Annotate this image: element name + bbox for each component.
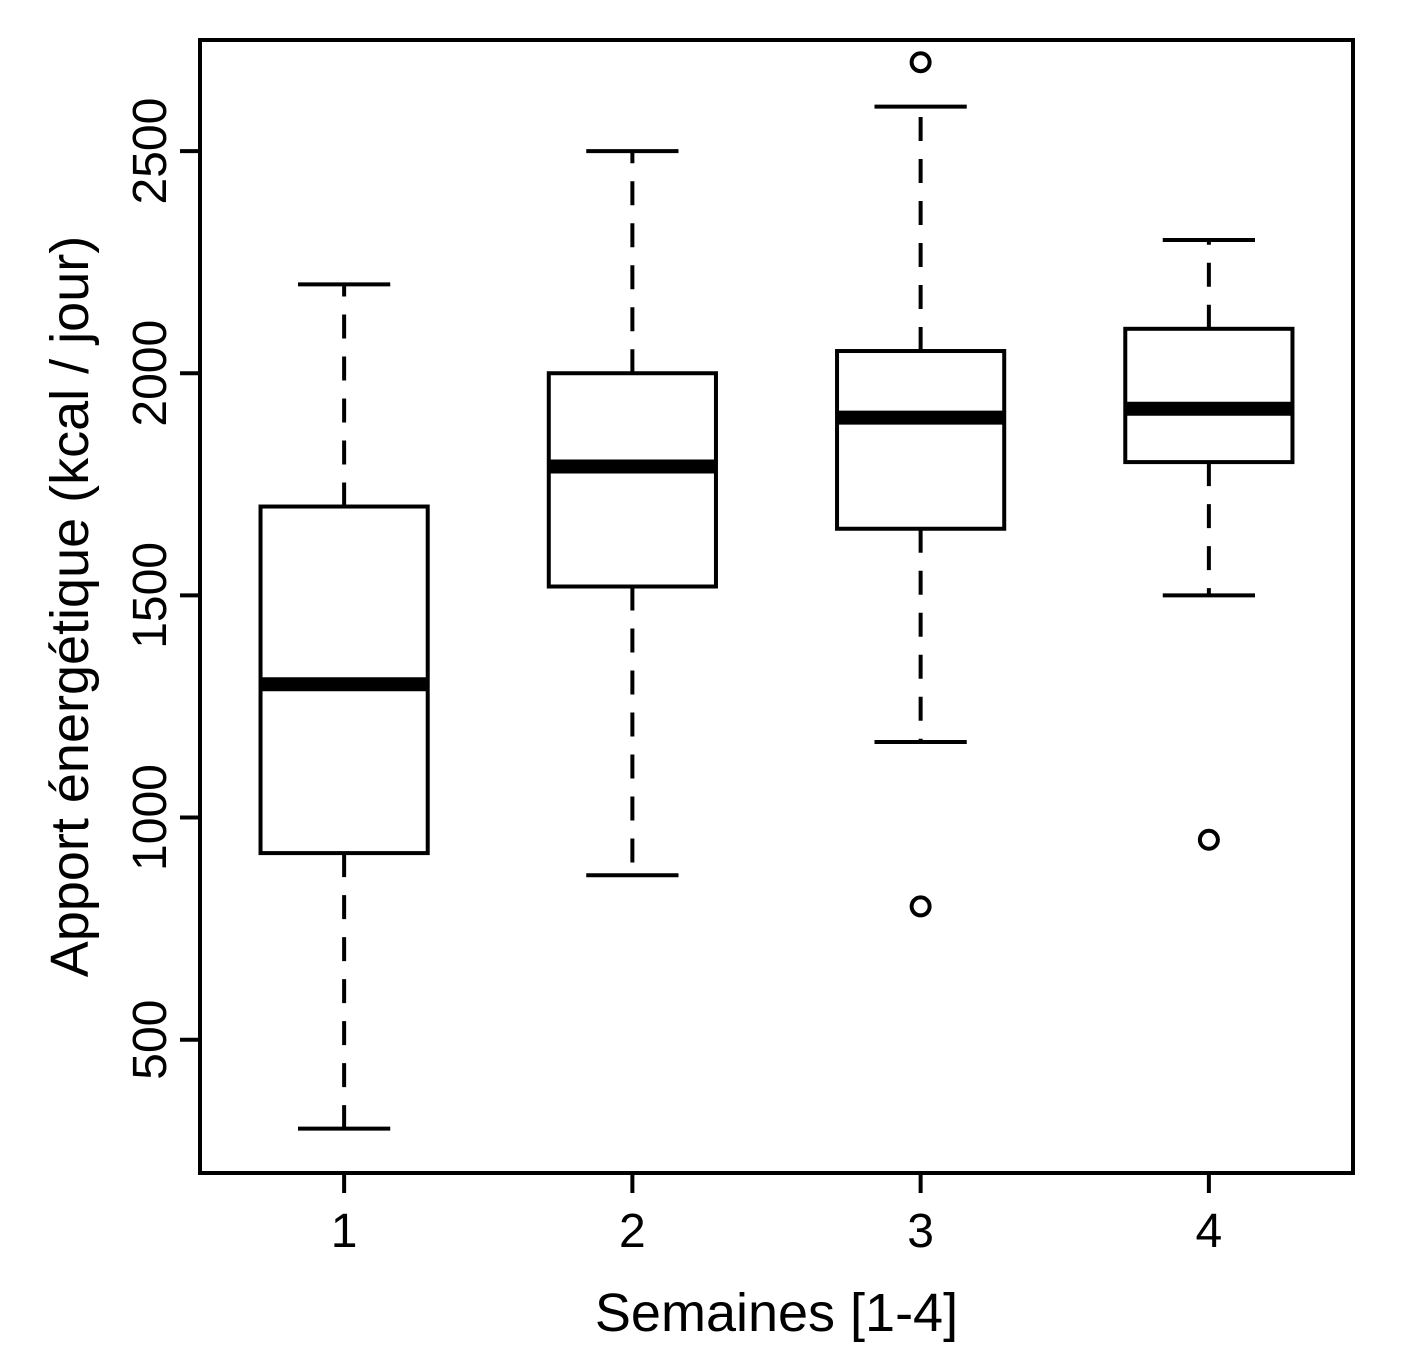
x-tick-label: 2 xyxy=(619,1205,646,1258)
y-tick-label: 2000 xyxy=(124,320,177,427)
y-tick-label: 1500 xyxy=(124,542,177,649)
boxplot-chart: 500 1000 1500 2000 2500 1 2 3 4 Semaines [1-4] App… xyxy=(0,0,1413,1353)
x-tick-label: 3 xyxy=(907,1205,934,1258)
box xyxy=(1125,329,1292,462)
x-tick-label: 1 xyxy=(331,1205,358,1258)
y-tick-label: 2500 xyxy=(124,98,177,205)
y-axis-label: Apport énergétique (kcal / jour) xyxy=(40,236,100,977)
y-tick-label: 1000 xyxy=(124,764,177,871)
x-axis-label: Semaines [1-4] xyxy=(595,1283,958,1343)
box xyxy=(837,351,1004,529)
x-tick-label: 4 xyxy=(1196,1205,1223,1258)
box xyxy=(549,373,716,586)
y-tick-label: 500 xyxy=(124,1000,177,1080)
